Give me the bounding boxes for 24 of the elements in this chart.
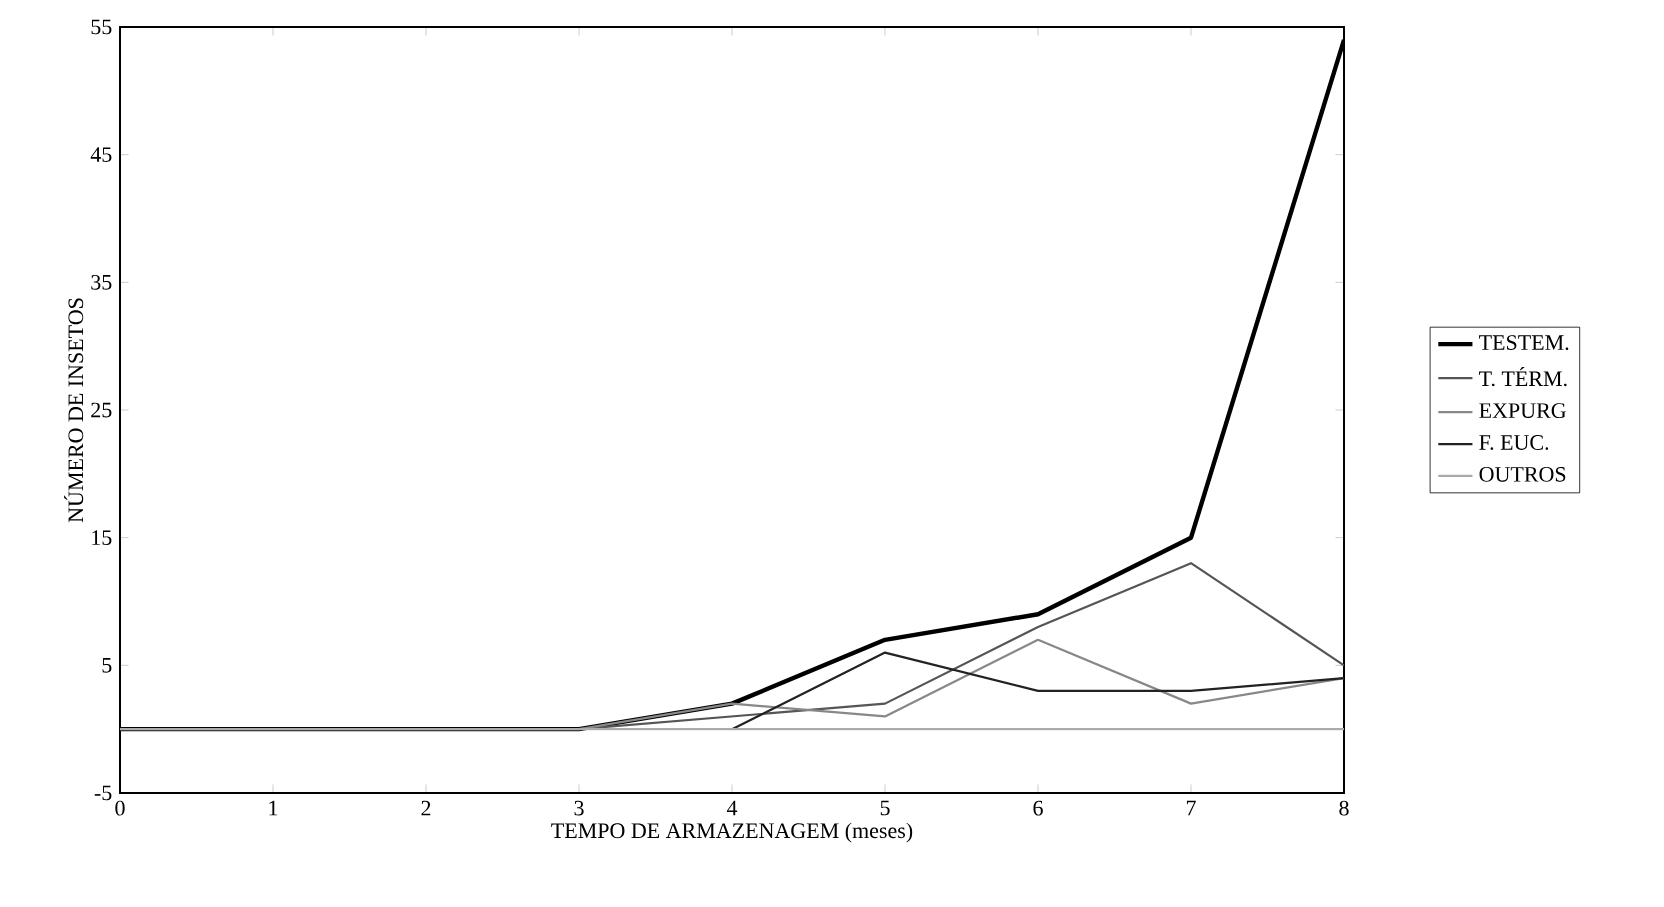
x-tick-label: 5 <box>880 800 890 816</box>
x-tick-label: 0 <box>115 800 125 816</box>
x-tick-label: 4 <box>726 800 738 816</box>
y-tick-label: 55 <box>91 19 112 35</box>
line-series <box>730 651 1345 731</box>
x-tick-label: 2 <box>421 800 431 816</box>
y-tick-label: 15 <box>92 530 112 546</box>
x-axis-title: TEMPO DE ARMAZENAGEM (meses) <box>551 822 913 843</box>
x-tick-label: 6 <box>1033 800 1043 816</box>
y-axis-title: NÚMERO DE INSETOS <box>64 298 84 523</box>
y-tick-label: 45 <box>90 147 112 163</box>
legend-label: EXPURG <box>1479 403 1566 419</box>
x-tick-label: 1 <box>269 800 278 816</box>
legend-label: OUTROS <box>1479 466 1566 482</box>
y-tick-label: 5 <box>102 658 112 673</box>
legend-label: F. EUC. <box>1479 435 1549 450</box>
legend-label: TESTEM. <box>1479 335 1569 351</box>
legend-label: T. TÉRM. <box>1479 367 1567 387</box>
x-tick-label: 7 <box>1186 800 1196 816</box>
y-tick-label: -5 <box>94 785 112 801</box>
x-tick-label: 3 <box>574 800 584 816</box>
y-tick-label: 25 <box>91 402 112 418</box>
y-tick-label: 35 <box>91 274 112 290</box>
x-tick-label: 8 <box>1339 800 1349 816</box>
